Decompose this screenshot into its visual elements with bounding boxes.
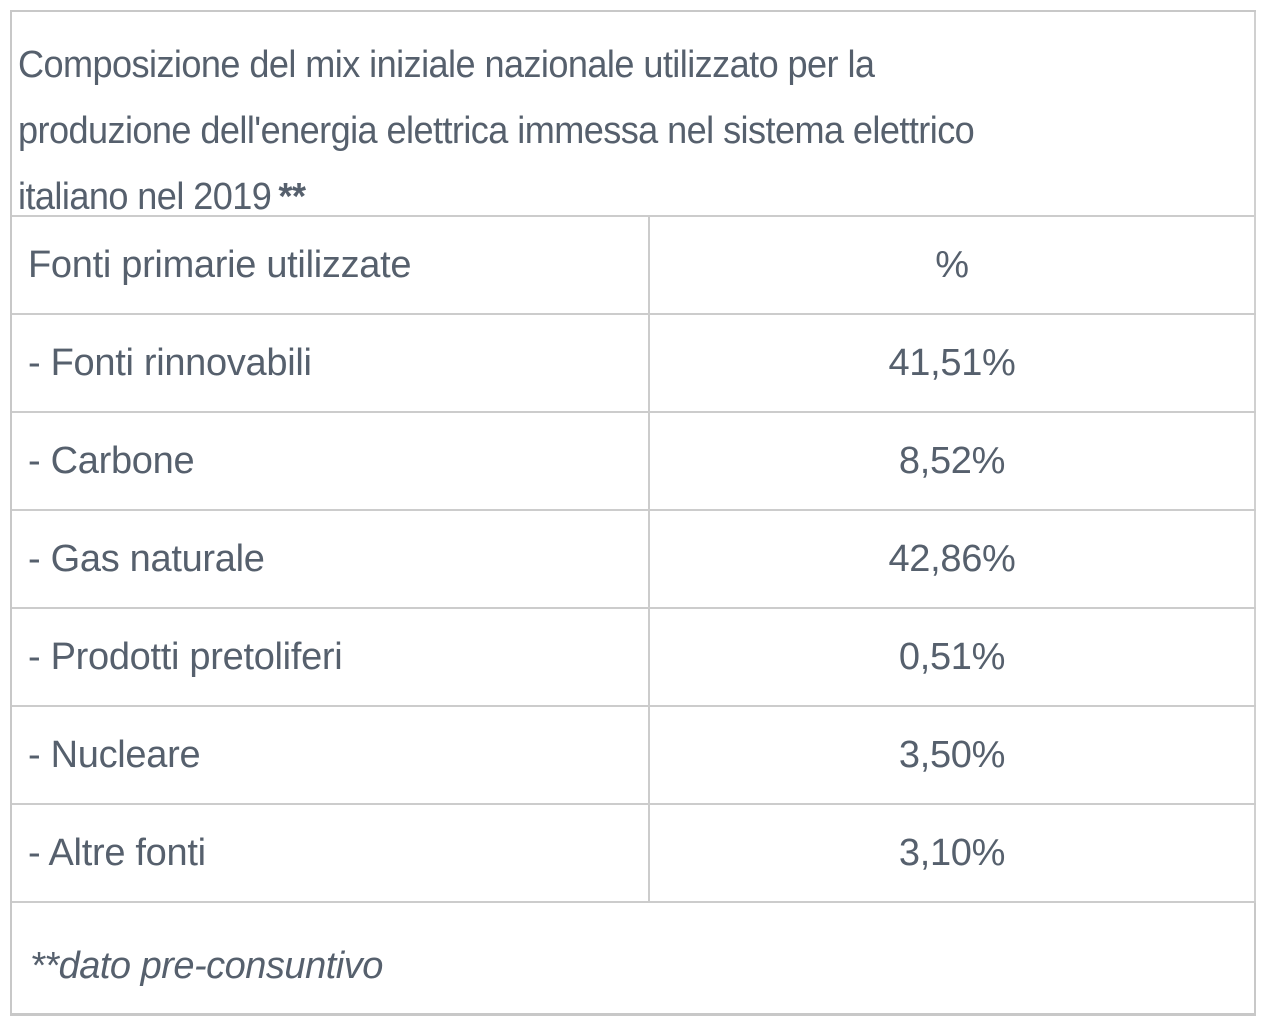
table-frame <box>10 10 1256 1016</box>
row-label: - Fonti rinnovabili <box>12 313 650 413</box>
energy-mix-table: Fonti primarie utilizzate % - Fonti rinn… <box>12 215 1256 903</box>
table-row: - Fonti rinnovabili 41,51% <box>12 313 1256 413</box>
row-value: 0,51% <box>648 607 1256 707</box>
title-line-2: produzione dell'energia elettrica immess… <box>18 110 975 152</box>
table-row: - Gas naturale 42,86% <box>12 509 1256 609</box>
title-footnote-marker: ** <box>276 176 305 218</box>
header-label-cell: Fonti primarie utilizzate <box>12 215 650 315</box>
footnote: **dato pre-consuntivo <box>30 945 383 987</box>
table-header-row: Fonti primarie utilizzate % <box>12 215 1256 315</box>
table-row: - Altre fonti 3,10% <box>12 803 1256 903</box>
table-title: Composizione del mix iniziale nazionale … <box>18 32 1187 230</box>
table-footer: **dato pre-consuntivo <box>12 917 1256 1015</box>
title-line-3: italiano nel 2019 <box>18 176 272 218</box>
row-value: 3,10% <box>648 803 1256 903</box>
table-row: - Prodotti pretoliferi 0,51% <box>12 607 1256 707</box>
row-label: - Gas naturale <box>12 509 650 609</box>
row-value: 41,51% <box>648 313 1256 413</box>
table-caption: Composizione del mix iniziale nazionale … <box>12 12 1256 218</box>
row-label: - Prodotti pretoliferi <box>12 607 650 707</box>
row-label: - Altre fonti <box>12 803 650 903</box>
title-line-1: Composizione del mix iniziale nazionale … <box>18 44 875 86</box>
table-row: - Nucleare 3,50% <box>12 705 1256 805</box>
header-value-cell: % <box>648 215 1256 315</box>
row-value: 42,86% <box>648 509 1256 609</box>
row-label: - Nucleare <box>12 705 650 805</box>
row-label: - Carbone <box>12 411 650 511</box>
table-row: - Carbone 8,52% <box>12 411 1256 511</box>
row-value: 8,52% <box>648 411 1256 511</box>
row-value: 3,50% <box>648 705 1256 805</box>
